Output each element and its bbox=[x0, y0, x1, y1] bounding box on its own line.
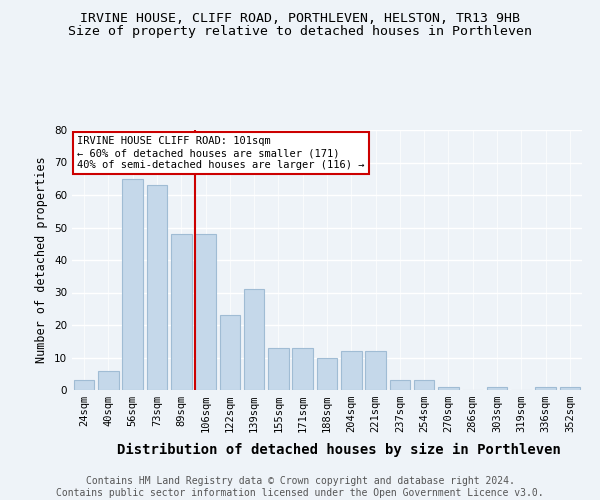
Bar bbox=[341, 351, 362, 390]
Bar bbox=[560, 387, 580, 390]
Bar bbox=[74, 380, 94, 390]
Bar bbox=[365, 351, 386, 390]
Bar bbox=[122, 179, 143, 390]
Text: Distribution of detached houses by size in Porthleven: Distribution of detached houses by size … bbox=[117, 442, 561, 456]
Bar bbox=[146, 185, 167, 390]
Bar bbox=[195, 234, 216, 390]
Bar bbox=[535, 387, 556, 390]
Bar bbox=[438, 387, 459, 390]
Text: IRVINE HOUSE CLIFF ROAD: 101sqm
← 60% of detached houses are smaller (171)
40% o: IRVINE HOUSE CLIFF ROAD: 101sqm ← 60% of… bbox=[77, 136, 365, 170]
Bar bbox=[487, 387, 508, 390]
Bar bbox=[292, 348, 313, 390]
Bar bbox=[171, 234, 191, 390]
Bar bbox=[414, 380, 434, 390]
Bar bbox=[98, 370, 119, 390]
Bar bbox=[244, 289, 265, 390]
Text: IRVINE HOUSE, CLIFF ROAD, PORTHLEVEN, HELSTON, TR13 9HB: IRVINE HOUSE, CLIFF ROAD, PORTHLEVEN, HE… bbox=[80, 12, 520, 26]
Bar bbox=[268, 348, 289, 390]
Text: Size of property relative to detached houses in Porthleven: Size of property relative to detached ho… bbox=[68, 25, 532, 38]
Text: Contains HM Land Registry data © Crown copyright and database right 2024.
Contai: Contains HM Land Registry data © Crown c… bbox=[56, 476, 544, 498]
Bar bbox=[317, 358, 337, 390]
Bar bbox=[220, 316, 240, 390]
Bar bbox=[389, 380, 410, 390]
Y-axis label: Number of detached properties: Number of detached properties bbox=[35, 156, 49, 364]
